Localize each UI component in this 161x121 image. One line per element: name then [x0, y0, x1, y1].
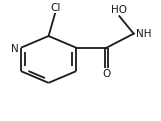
- Text: HO: HO: [110, 5, 127, 15]
- Text: O: O: [102, 69, 111, 79]
- Text: Cl: Cl: [51, 3, 61, 13]
- Text: N: N: [11, 44, 19, 54]
- Text: NH: NH: [136, 29, 152, 39]
